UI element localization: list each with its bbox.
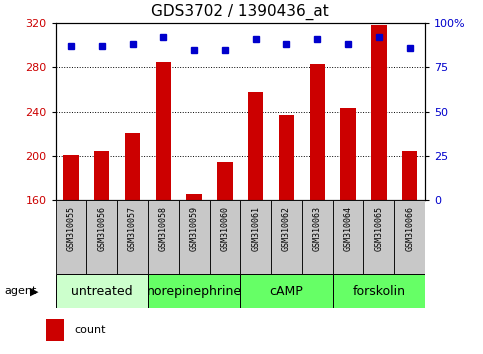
- Bar: [341, 108, 356, 200]
- Bar: [240, 200, 271, 274]
- Bar: [371, 25, 386, 200]
- Text: GSM310062: GSM310062: [282, 206, 291, 251]
- Text: GSM310066: GSM310066: [405, 206, 414, 251]
- Bar: [63, 155, 79, 200]
- Bar: [148, 200, 179, 274]
- Text: GSM310063: GSM310063: [313, 206, 322, 251]
- Text: ▶: ▶: [30, 286, 39, 296]
- Bar: [56, 200, 86, 274]
- Text: GSM310065: GSM310065: [374, 206, 384, 251]
- Bar: [240, 274, 333, 308]
- Text: GSM310064: GSM310064: [343, 206, 353, 251]
- Bar: [333, 274, 425, 308]
- Bar: [94, 152, 110, 200]
- Text: agent: agent: [5, 286, 37, 296]
- Text: GSM310060: GSM310060: [220, 206, 229, 251]
- Bar: [279, 115, 294, 200]
- Text: GSM310058: GSM310058: [159, 206, 168, 251]
- Text: GSM310061: GSM310061: [251, 206, 260, 251]
- Bar: [125, 132, 140, 200]
- Bar: [302, 200, 333, 274]
- Text: GSM310056: GSM310056: [97, 206, 106, 251]
- Bar: [217, 162, 233, 200]
- Bar: [210, 200, 240, 274]
- Text: cAMP: cAMP: [270, 285, 303, 298]
- Bar: [46, 319, 64, 341]
- Text: count: count: [74, 325, 106, 335]
- Bar: [148, 274, 241, 308]
- Bar: [156, 62, 171, 200]
- Bar: [333, 200, 364, 274]
- Bar: [117, 200, 148, 274]
- Bar: [402, 152, 417, 200]
- Text: norepinephrine: norepinephrine: [146, 285, 242, 298]
- Text: forskolin: forskolin: [353, 285, 405, 298]
- Text: GSM310057: GSM310057: [128, 206, 137, 251]
- Bar: [364, 200, 394, 274]
- Bar: [179, 200, 210, 274]
- Title: GDS3702 / 1390436_at: GDS3702 / 1390436_at: [151, 4, 329, 20]
- Text: GSM310059: GSM310059: [190, 206, 199, 251]
- Text: untreated: untreated: [71, 285, 132, 298]
- Bar: [310, 64, 325, 200]
- Text: GSM310055: GSM310055: [67, 206, 75, 251]
- Bar: [56, 274, 148, 308]
- Bar: [271, 200, 302, 274]
- Bar: [394, 200, 425, 274]
- Bar: [86, 200, 117, 274]
- Bar: [248, 92, 263, 200]
- Bar: [186, 194, 202, 200]
